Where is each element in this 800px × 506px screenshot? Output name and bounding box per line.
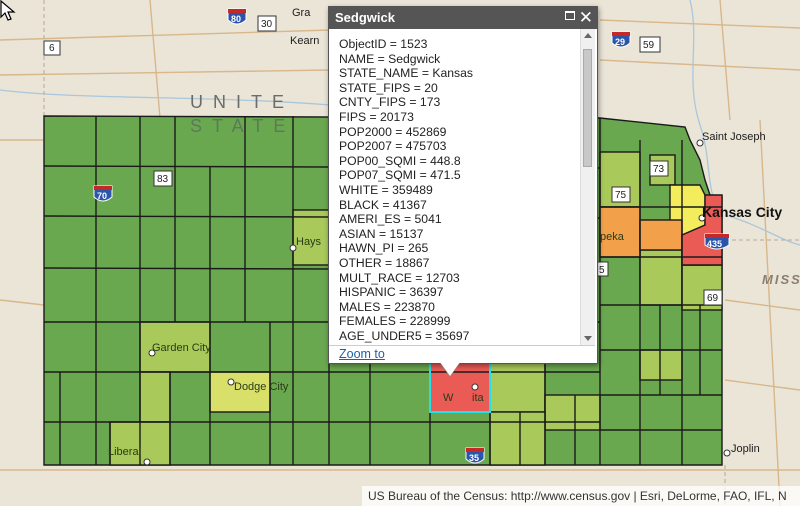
place-label-saint-joseph: Saint Joseph <box>702 131 766 143</box>
popup-title: Sedgwick <box>329 7 597 29</box>
interstate-shield-29: 29 <box>611 31 631 48</box>
place-label-topeka: peka <box>600 231 625 243</box>
place-label-garden-city: Garden City <box>152 342 211 354</box>
svg-text:6: 6 <box>49 43 55 54</box>
attribute-row: ASIAN = 15137 <box>339 226 424 241</box>
country-label-line2: STATE <box>190 116 295 136</box>
attribute-row: NAME = Sedgwick <box>339 51 441 66</box>
basemap-rivers <box>0 0 800 246</box>
attribute-row: HISPANIC = 36397 <box>339 285 444 300</box>
attribute-row: MALES = 223870 <box>339 299 435 314</box>
county-cell <box>639 249 683 306</box>
county-cell <box>489 411 546 466</box>
attribute-row: POP00_SQMI = 448.8 <box>339 153 461 168</box>
attribute-row: ObjectID = 1523 <box>339 37 428 51</box>
us-shield-59: 59 <box>639 36 661 53</box>
scroll-down-icon[interactable] <box>584 336 592 341</box>
attribute-row: OTHER = 18867 <box>339 255 430 270</box>
country-label: UNITE <box>190 92 294 112</box>
svg-text:435: 435 <box>707 239 722 249</box>
svg-text:75: 75 <box>615 190 627 201</box>
attribute-row: FEMALES = 228999 <box>339 314 451 329</box>
attribute-row: WHITE = 359489 <box>339 182 433 197</box>
scroll-thumb[interactable] <box>583 49 592 167</box>
svg-text:70: 70 <box>97 191 107 201</box>
us-shield-30: 30 <box>257 15 277 32</box>
close-icon[interactable]: ✕ <box>578 8 593 27</box>
attribute-row: POP07_SQMI = 471.5 <box>339 168 461 183</box>
attribute-row: STATE_NAME = Kansas <box>339 66 473 81</box>
popup-pointer <box>440 362 460 376</box>
county-cell <box>139 371 171 423</box>
interstate-shield-35: 35 <box>465 447 485 464</box>
place-label-kansas-city: Kansas City <box>702 204 782 220</box>
svg-text:29: 29 <box>615 37 625 47</box>
us-shield-69: 69 <box>703 289 723 306</box>
us-shield-75: 75 <box>611 186 631 203</box>
popup-body[interactable]: ObjectID = 1523 NAME = Sedgwick STATE_NAME… <box>329 29 595 345</box>
us-shield-6: 6 <box>43 40 61 56</box>
zoom-to-link[interactable]: Zoom to <box>339 347 385 361</box>
svg-text:80: 80 <box>231 14 241 24</box>
attribute-row: POP2000 = 452869 <box>339 124 447 139</box>
scroll-up-icon[interactable] <box>584 33 592 38</box>
svg-text:69: 69 <box>707 293 719 304</box>
attribute-row: STATE_FIPS = 20 <box>339 80 438 95</box>
attribute-list: ObjectID = 1523 NAME = Sedgwick STATE_NAME… <box>329 29 595 343</box>
attribute-row: AGE_UNDER5 = 35697 <box>339 328 470 343</box>
attribute-row: MULT_RACE = 12703 <box>339 270 460 285</box>
maximize-icon[interactable] <box>565 11 575 20</box>
us-shield-73: 73 <box>649 160 669 177</box>
svg-text:30: 30 <box>261 19 273 30</box>
interstate-shield-80: 80 <box>227 8 247 25</box>
attribution-bar: US Bureau of the Census: http://www.cens… <box>362 486 800 506</box>
popup-footer: Zoom to <box>329 345 595 364</box>
place-label-joplin: Joplin <box>731 443 760 455</box>
mouse-cursor-icon <box>0 0 16 21</box>
place-label-gra: Gra <box>292 7 311 19</box>
svg-text:35: 35 <box>469 453 479 463</box>
place-label-wichita-right: ita <box>472 392 485 404</box>
us-shield-83: 83 <box>153 170 173 187</box>
attribute-row: BLACK = 41367 <box>339 197 427 212</box>
county-cell <box>599 206 641 258</box>
county-sedgwick <box>429 361 491 413</box>
attribute-row: POP2007 = 475703 <box>339 139 447 154</box>
attribute-row: FIPS = 20173 <box>339 109 414 124</box>
county-cell <box>639 349 683 381</box>
place-label-liberal: Liberal <box>108 446 141 458</box>
attribute-row: HAWN_PI = 265 <box>339 241 429 256</box>
state-borders <box>43 0 800 506</box>
place-label-kearney: Kearn <box>290 35 319 47</box>
place-label-wichita-left: W <box>443 392 454 404</box>
place-label-hays: Hays <box>296 236 322 248</box>
county-cell <box>639 219 683 251</box>
place-label-dodge-city: Dodge City <box>234 381 289 393</box>
svg-text:5: 5 <box>599 265 605 276</box>
svg-text:83: 83 <box>157 174 169 185</box>
attribute-row: AMERI_ES = 5041 <box>339 212 442 227</box>
interstate-shield-435: 435 <box>704 233 730 250</box>
county-cell <box>544 394 601 431</box>
county-cell <box>489 361 546 413</box>
svg-text:73: 73 <box>653 164 665 175</box>
info-popup[interactable]: Sedgwick ✕ ObjectID = 1523 NAME = Sedgwic… <box>328 6 598 364</box>
svg-text:59: 59 <box>643 40 655 51</box>
popup-scrollbar[interactable] <box>580 29 595 345</box>
interstate-shield-70: 70 <box>93 185 113 202</box>
state-label-missouri: MISS <box>762 272 800 287</box>
attribute-row: CNTY_FIPS = 173 <box>339 95 441 110</box>
